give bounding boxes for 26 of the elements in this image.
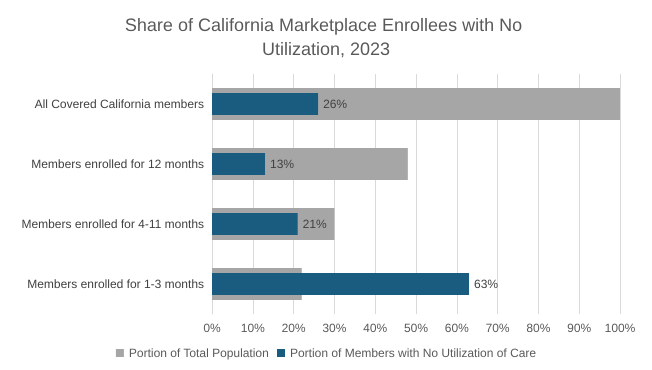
x-tick-label: 20% bbox=[282, 321, 306, 335]
x-tick-label: 100% bbox=[604, 321, 636, 335]
legend-label: Portion of Total Population bbox=[128, 346, 269, 360]
x-tick-label: 90% bbox=[567, 321, 592, 335]
bar bbox=[212, 93, 318, 115]
x-tick-label: 0% bbox=[203, 321, 221, 335]
data-label: 26% bbox=[323, 97, 348, 111]
x-tick-label: 10% bbox=[240, 321, 266, 335]
legend-label: Portion of Members with No Utilization of Care bbox=[290, 346, 536, 360]
y-tick-label: All Covered California members bbox=[34, 97, 204, 111]
data-label: 63% bbox=[474, 277, 498, 291]
y-tick-label: Members enrolled for 12 months bbox=[31, 157, 204, 171]
bar bbox=[212, 273, 470, 295]
y-tick-label: Members enrolled for 1-3 months bbox=[27, 277, 204, 291]
data-label: 21% bbox=[302, 217, 328, 231]
x-tick-label: 80% bbox=[526, 321, 551, 335]
bar bbox=[212, 213, 298, 235]
x-tick-label: 40% bbox=[363, 321, 388, 335]
data-label: 13% bbox=[270, 157, 294, 171]
chart-title: Share of California Marketplace Enrollees with No Utilization, 2023 bbox=[124, 15, 528, 59]
x-tick-label: 30% bbox=[322, 321, 347, 335]
x-tick-label: 70% bbox=[486, 321, 510, 335]
x-tick-label: 60% bbox=[444, 321, 470, 335]
x-tick-label: 50% bbox=[404, 321, 428, 335]
bar bbox=[212, 153, 266, 175]
y-tick-label: Members enrolled for 4-11 months bbox=[21, 217, 204, 231]
